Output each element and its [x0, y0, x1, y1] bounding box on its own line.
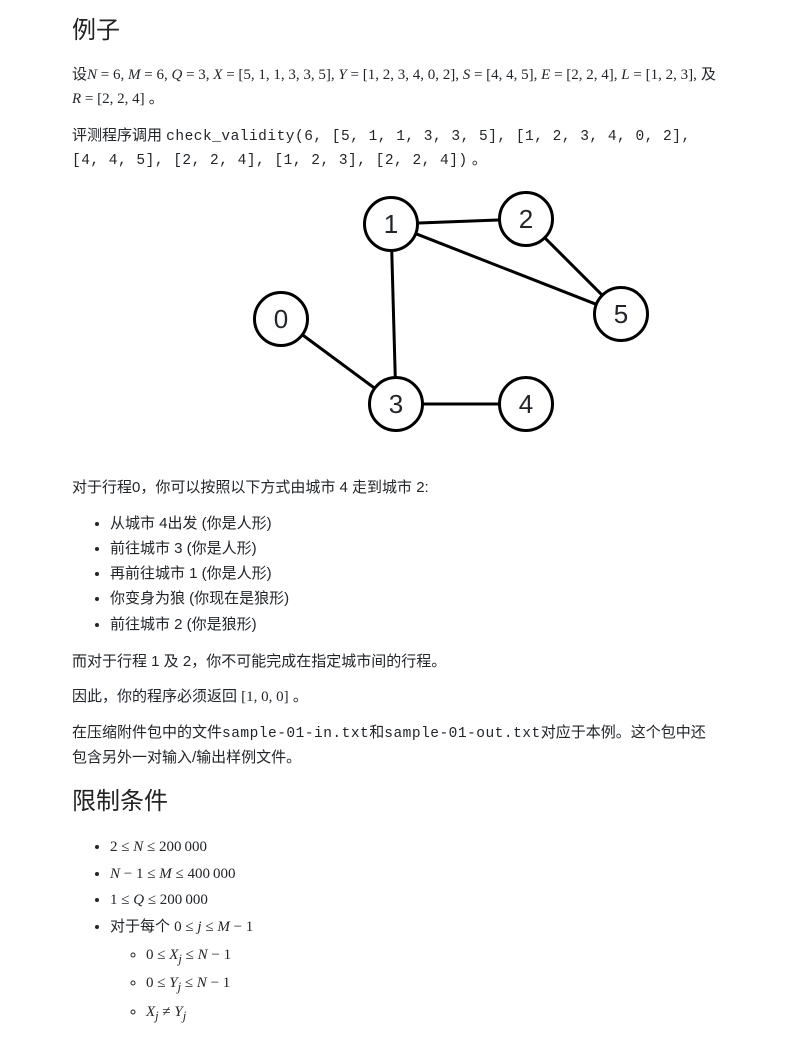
constraint-sublist: 0 ≤ Xj ≤ N − 10 ≤ Yj ≤ N − 1Xj ≠ Yj [110, 942, 720, 1027]
file-out: sample-01-out.txt [384, 726, 540, 742]
files-sentence: 在压缩附件包中的文件sample-01-in.txt和sample-01-out… [72, 721, 720, 769]
impossible-sentence: 而对于行程 1 及 2，你不可能完成在指定城市间的行程。 [72, 650, 720, 673]
step-item: 前往城市 3 (你是人形) [110, 537, 720, 560]
step-item: 再前往城市 1 (你是人形) [110, 562, 720, 585]
constraint-forall: 对于每个 0 ≤ j ≤ M − 10 ≤ Xj ≤ N − 10 ≤ Yj ≤… [110, 914, 720, 1027]
constraint-sub-item: 0 ≤ Xj ≤ N − 1 [146, 942, 720, 970]
graph-edge [546, 239, 601, 294]
return-suffix: 。 [289, 688, 308, 705]
example-intro-prefix: 设 [72, 66, 87, 83]
constraints-list: 2 ≤ N ≤ 200 000N − 1 ≤ M ≤ 400 0001 ≤ Q … [72, 834, 720, 1027]
return-prefix: 因此，你的程序必须返回 [72, 688, 241, 705]
step-item: 从城市 4出发 (你是人形) [110, 512, 720, 535]
grader-suffix: 。 [468, 151, 487, 168]
step-item: 前往城市 2 (你是狼形) [110, 613, 720, 636]
step-item: 你变身为狼 (你现在是狼形) [110, 587, 720, 610]
section-example-title: 例子 [72, 10, 720, 45]
trip0-sentence: 对于行程0，你可以按照以下方式由城市 4 走到城市 2: [72, 476, 720, 499]
graph-edge [419, 220, 498, 223]
graph-figure: 012345 [72, 184, 720, 464]
steps-list: 从城市 4出发 (你是人形)前往城市 3 (你是人形)再前往城市 1 (你是人形… [72, 512, 720, 636]
graph-edge [304, 336, 374, 388]
grader-call-line: 评测程序调用 check_validity(6, [5, 1, 1, 3, 3,… [72, 124, 720, 173]
return-sentence: 因此，你的程序必须返回 [1, 0, 0] 。 [72, 685, 720, 709]
files-mid: 和 [369, 724, 384, 741]
constraint-sub-item: Xj ≠ Yj [146, 999, 720, 1027]
constraint-item: 2 ≤ N ≤ 200 000 [110, 834, 720, 861]
constraint-item: N − 1 ≤ M ≤ 400 000 [110, 861, 720, 888]
grader-prefix: 评测程序调用 [72, 127, 166, 144]
file-in: sample-01-in.txt [222, 726, 369, 742]
graph-edge [417, 235, 595, 305]
constraint-forall-prefix: 对于每个 [110, 918, 174, 935]
example-params: 设N = 6, M = 6, Q = 3, X = [5, 1, 1, 3, 3… [72, 63, 720, 112]
section-constraints-title: 限制条件 [72, 781, 720, 816]
return-value: [1, 0, 0] [241, 689, 289, 705]
constraint-item: 1 ≤ Q ≤ 200 000 [110, 887, 720, 914]
files-prefix: 在压缩附件包中的文件 [72, 724, 222, 741]
constraint-sub-item: 0 ≤ Yj ≤ N − 1 [146, 970, 720, 998]
graph-edge [392, 252, 395, 376]
